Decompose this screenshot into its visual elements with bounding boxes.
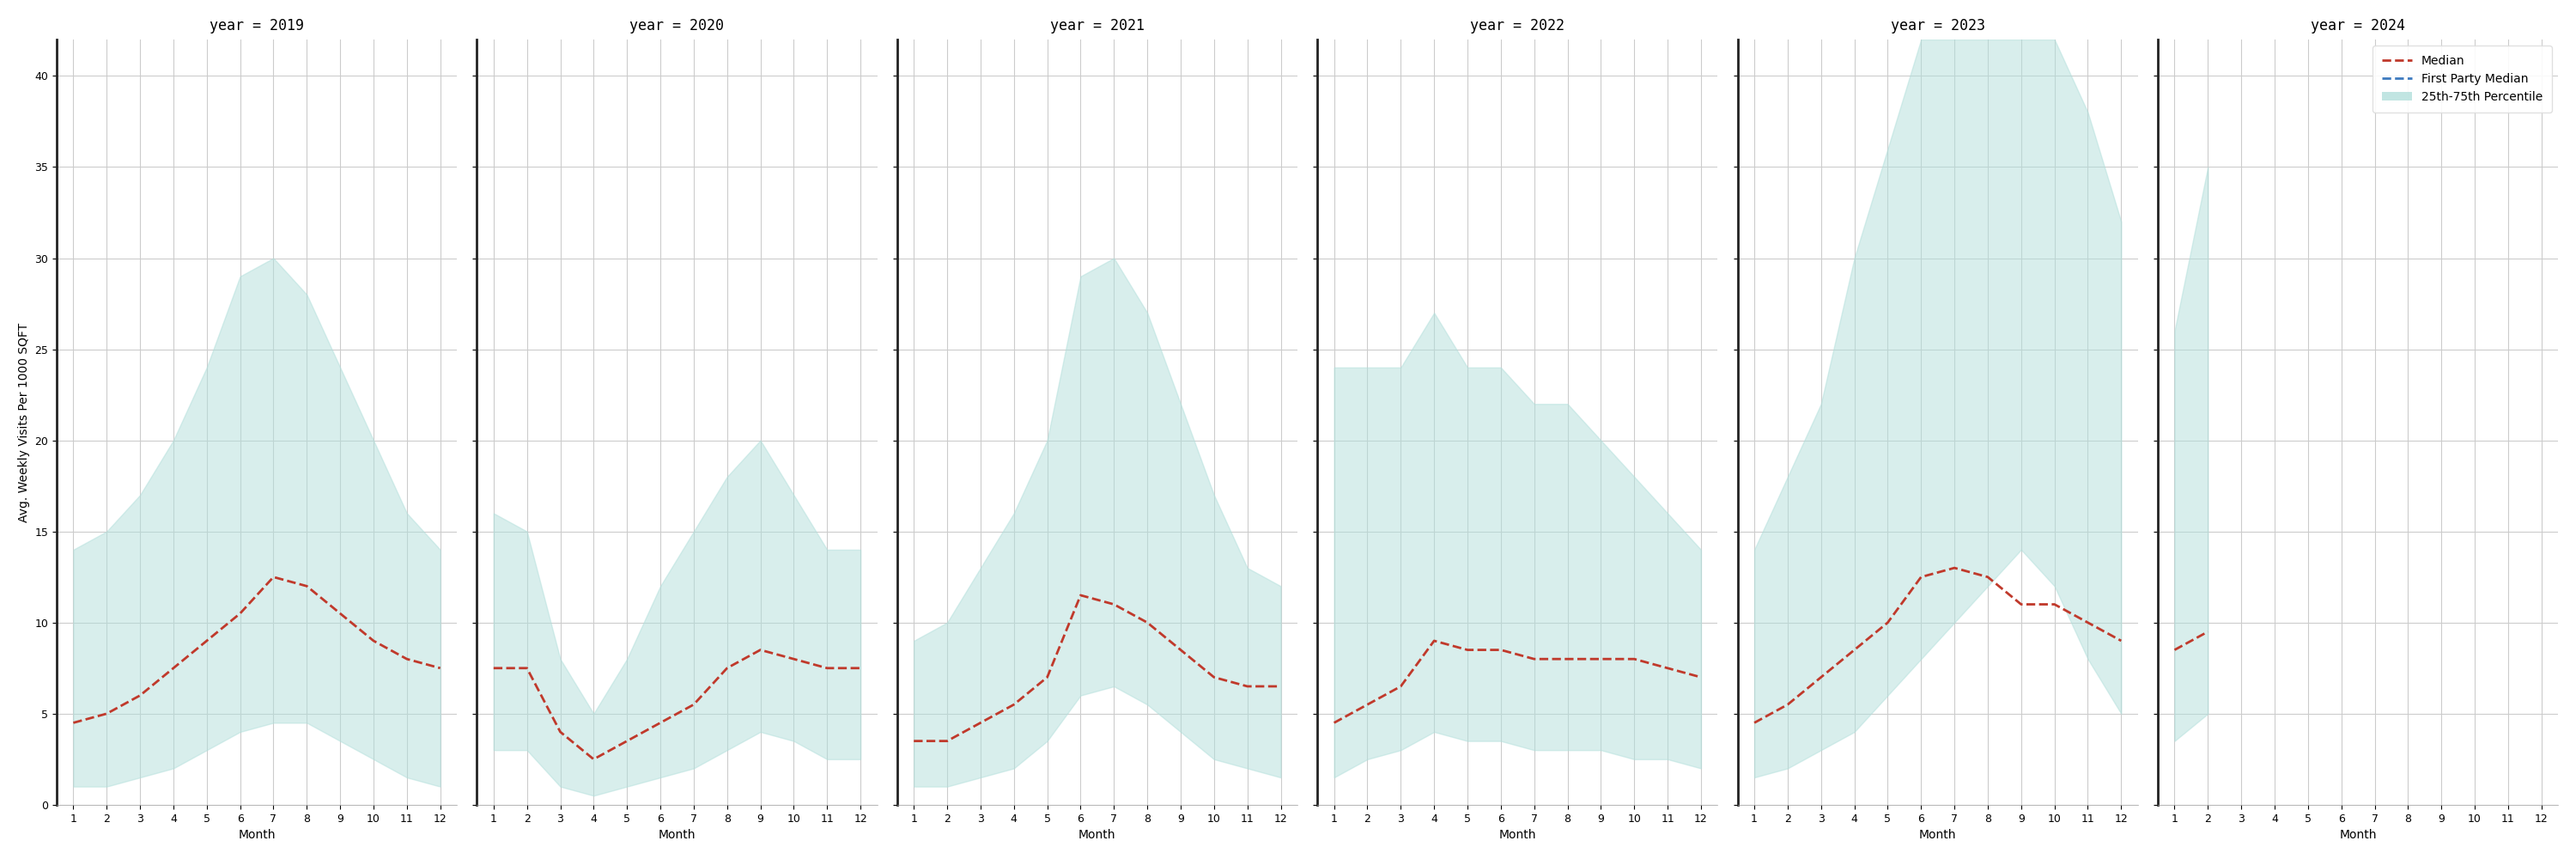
Median (1419, 636, 1450, 646)
Title: year = 2023: year = 2023 (1891, 18, 1986, 34)
Median (1097, 600, 1128, 610)
Median (546, 727, 577, 737)
Median (358, 636, 389, 646)
X-axis label: Month: Month (2339, 829, 2378, 841)
Y-axis label: Avg. Weekly Visits Per 1000 SQFT: Avg. Weekly Visits Per 1000 SQFT (18, 322, 31, 522)
Median (479, 663, 510, 673)
X-axis label: Month: Month (237, 829, 276, 841)
Median (2040, 600, 2071, 610)
Line: Median: Median (1334, 641, 1700, 722)
Median (1198, 672, 1229, 682)
Title: year = 2019: year = 2019 (209, 18, 304, 34)
Median (157, 663, 188, 673)
Median (513, 663, 544, 673)
Median (1386, 681, 1417, 691)
Median (1685, 672, 1716, 682)
Median (1584, 654, 1615, 664)
Median (933, 736, 963, 746)
Title: year = 2024: year = 2024 (2311, 18, 2406, 34)
Median (2105, 636, 2136, 646)
Median (1319, 717, 1350, 728)
X-axis label: Month: Month (1499, 829, 1535, 841)
Median (1033, 672, 1064, 682)
Median (1973, 572, 2004, 582)
Median (124, 691, 155, 701)
Median (224, 608, 255, 618)
Line: Median: Median (72, 577, 440, 722)
Median (2159, 645, 2190, 655)
Median (966, 717, 997, 728)
Median (325, 608, 355, 618)
Median (1131, 618, 1162, 628)
Line: Median: Median (1754, 568, 2120, 722)
Median (258, 572, 289, 582)
Median (577, 754, 608, 765)
Median (1486, 645, 1517, 655)
Median (2192, 626, 2223, 637)
Line: Median: Median (2174, 631, 2208, 650)
Median (57, 717, 88, 728)
Median (999, 699, 1030, 710)
Title: year = 2020: year = 2020 (629, 18, 724, 34)
Median (90, 709, 121, 719)
Median (291, 581, 322, 591)
X-axis label: Month: Month (659, 829, 696, 841)
Median (778, 654, 809, 664)
Title: year = 2022: year = 2022 (1471, 18, 1564, 34)
Median (677, 699, 708, 710)
Median (1164, 645, 1195, 655)
Median (744, 645, 775, 655)
Median (1453, 645, 1484, 655)
Median (1772, 699, 1803, 710)
Legend: Median, First Party Median, 25th-75th Percentile: Median, First Party Median, 25th-75th Pe… (2372, 46, 2553, 113)
Median (425, 663, 456, 673)
Median (611, 736, 641, 746)
Median (1064, 590, 1095, 600)
Median (1739, 717, 1770, 728)
Median (845, 663, 876, 673)
Median (711, 663, 742, 673)
Median (1906, 572, 1937, 582)
Median (191, 636, 222, 646)
Median (811, 663, 842, 673)
Median (1873, 618, 1904, 628)
Line: Median: Median (495, 650, 860, 759)
Median (1618, 654, 1649, 664)
Median (392, 654, 422, 664)
Median (1806, 672, 1837, 682)
Median (2071, 618, 2102, 628)
X-axis label: Month: Month (1919, 829, 1955, 841)
Median (1839, 645, 1870, 655)
Median (1940, 563, 1971, 573)
Title: year = 2021: year = 2021 (1051, 18, 1144, 34)
Median (1231, 681, 1262, 691)
Median (2007, 600, 2038, 610)
Median (899, 736, 930, 746)
Line: Median: Median (914, 595, 1280, 741)
Median (1352, 699, 1383, 710)
Median (1651, 663, 1682, 673)
Median (1265, 681, 1296, 691)
Median (1553, 654, 1584, 664)
X-axis label: Month: Month (1079, 829, 1115, 841)
Median (1520, 654, 1551, 664)
Median (644, 717, 675, 728)
